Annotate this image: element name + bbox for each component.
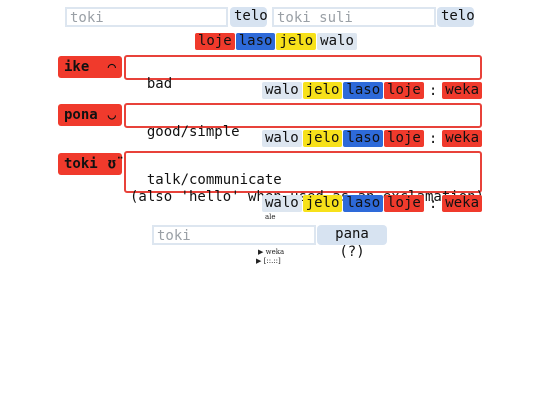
tag-separator: :	[428, 195, 438, 212]
tag-laso[interactable]: laso	[343, 130, 384, 147]
details-glyphs-label: [::.::]	[263, 257, 281, 265]
tag-jelo[interactable]: jelo	[302, 130, 343, 147]
tag-laso[interactable]: laso	[343, 195, 384, 212]
tag-row-ike: walo jelo laso loje : weka	[261, 82, 482, 99]
definition-box-toki: talk/communicate (also 'hello' when used…	[124, 151, 484, 205]
telo-button-right[interactable]: telo	[437, 7, 475, 27]
word-label-ike[interactable]: ike ⌒	[58, 56, 122, 78]
details-weka-label: weka	[265, 248, 285, 256]
new-word-input-placeholder: toki	[157, 228, 191, 244]
definition-box-pona: good/simple	[124, 103, 482, 140]
sitelen-glyph-icon: ◡	[107, 107, 116, 123]
legend-chip-laso[interactable]: laso	[235, 33, 276, 50]
pana-button[interactable]: pana (?)	[317, 225, 387, 260]
ale-label: ale	[265, 213, 276, 221]
definition-text: good/simple	[146, 124, 240, 140]
tag-loje[interactable]: loje	[384, 130, 424, 147]
word-label-toki[interactable]: toki ʊ̈	[58, 153, 122, 175]
tag-separator: :	[428, 130, 438, 147]
legend-chip-loje[interactable]: loje	[195, 33, 235, 50]
word-text: toki	[64, 156, 98, 172]
search-input-right[interactable]: toki suli	[272, 7, 436, 27]
tag-walo[interactable]: walo	[261, 82, 302, 99]
tag-loje[interactable]: loje	[384, 82, 424, 99]
details-weka[interactable]: ▶ weka	[258, 248, 284, 256]
color-legend: loje laso jelo walo	[195, 33, 357, 50]
legend-chip-walo[interactable]: walo	[317, 33, 357, 50]
tag-jelo[interactable]: jelo	[302, 82, 343, 99]
sitelen-glyph-icon: ⌒	[107, 59, 116, 75]
word-text: ike	[64, 59, 90, 75]
tag-walo[interactable]: walo	[261, 130, 302, 147]
disclosure-triangle-icon: ▶	[258, 248, 264, 256]
definition-box-ike: bad	[124, 55, 482, 92]
search-input-right-placeholder: toki suli	[277, 10, 353, 26]
disclosure-triangle-icon: ▶	[256, 257, 262, 265]
weka-button[interactable]: weka	[442, 195, 482, 212]
search-input-left-placeholder: toki	[70, 10, 104, 26]
tag-separator: :	[428, 82, 438, 99]
details-glyphs[interactable]: ▶ [::.::]	[256, 257, 281, 265]
tag-jelo[interactable]: jelo	[302, 195, 343, 212]
tag-walo[interactable]: walo	[261, 195, 302, 212]
telo-button-left[interactable]: telo	[230, 7, 268, 27]
new-word-input[interactable]: toki	[152, 225, 316, 245]
tag-row-toki: walo jelo laso loje : weka	[261, 195, 482, 212]
tag-laso[interactable]: laso	[343, 82, 384, 99]
word-text: pona	[64, 107, 98, 123]
sitelen-glyph-icon: ʊ̈	[107, 156, 116, 172]
weka-button[interactable]: weka	[442, 130, 482, 147]
telo-button-left-label: telo	[234, 8, 268, 24]
legend-chip-jelo[interactable]: jelo	[276, 33, 317, 50]
word-label-pona[interactable]: pona ◡	[58, 104, 122, 126]
definition-text: bad	[146, 76, 173, 92]
weka-button[interactable]: weka	[442, 82, 482, 99]
telo-button-right-label: telo	[441, 8, 475, 24]
tag-loje[interactable]: loje	[384, 195, 424, 212]
pana-button-label: pana (?)	[335, 226, 369, 260]
tag-row-pona: walo jelo laso loje : weka	[261, 130, 482, 147]
search-input-left[interactable]: toki	[65, 7, 228, 27]
